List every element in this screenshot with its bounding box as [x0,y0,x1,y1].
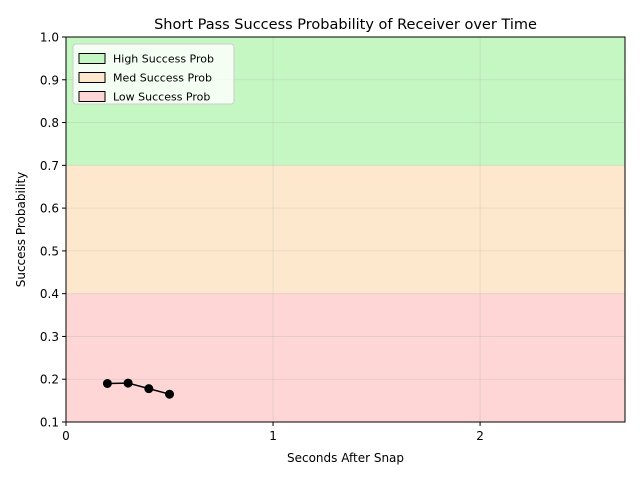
y-tick-label: 0.4 [40,287,59,301]
band-1 [66,165,625,294]
data-point-1 [123,378,133,388]
y-tick-label: 0.5 [40,244,59,258]
data-point-3 [165,389,175,399]
y-tick-label: 0.2 [40,373,59,387]
data-point-2 [144,384,154,394]
data-point-0 [102,379,112,388]
y-tick-label: 0.1 [40,416,59,430]
y-tick-label: 0.7 [40,159,59,173]
x-tick-label: 2 [476,429,484,443]
chart-title: Short Pass Success Probability of Receiv… [154,17,537,33]
axes-layer: 0 1 2 0.1 0.2 0.3 0.4 0.5 0.6 0.7 0.8 0.9 1.0 [40,31,484,444]
y-tick-label: 1.0 [40,31,59,45]
legend-label-2: Low Success Prob [113,91,210,104]
legend-swatch-2 [78,91,106,102]
x-tick-label: 1 [269,429,277,443]
legend: High Success Prob Med Success Prob Low Suc… [72,43,235,105]
series-layer [102,378,175,399]
y-tick-label: 0.9 [40,73,59,87]
series-line-0 [107,382,170,395]
x-axis-label: Seconds After Snap [287,451,404,465]
legend-label-1: Med Success Prob [113,72,212,85]
y-tick-label: 0.8 [40,116,59,130]
x-tick-label: 0 [62,429,70,443]
band-2 [66,293,625,422]
legend-swatch-0 [78,53,106,64]
y-axis-label: Success Probability [14,172,28,288]
plot-frame [65,36,626,423]
y-tick-label: 0.6 [40,202,59,216]
legend-label-0: High Success Prob [113,53,214,66]
bands-layer [66,37,625,422]
legend-swatch-1 [78,72,106,83]
y-tick-label: 0.3 [40,330,59,344]
legend-box [72,43,235,105]
